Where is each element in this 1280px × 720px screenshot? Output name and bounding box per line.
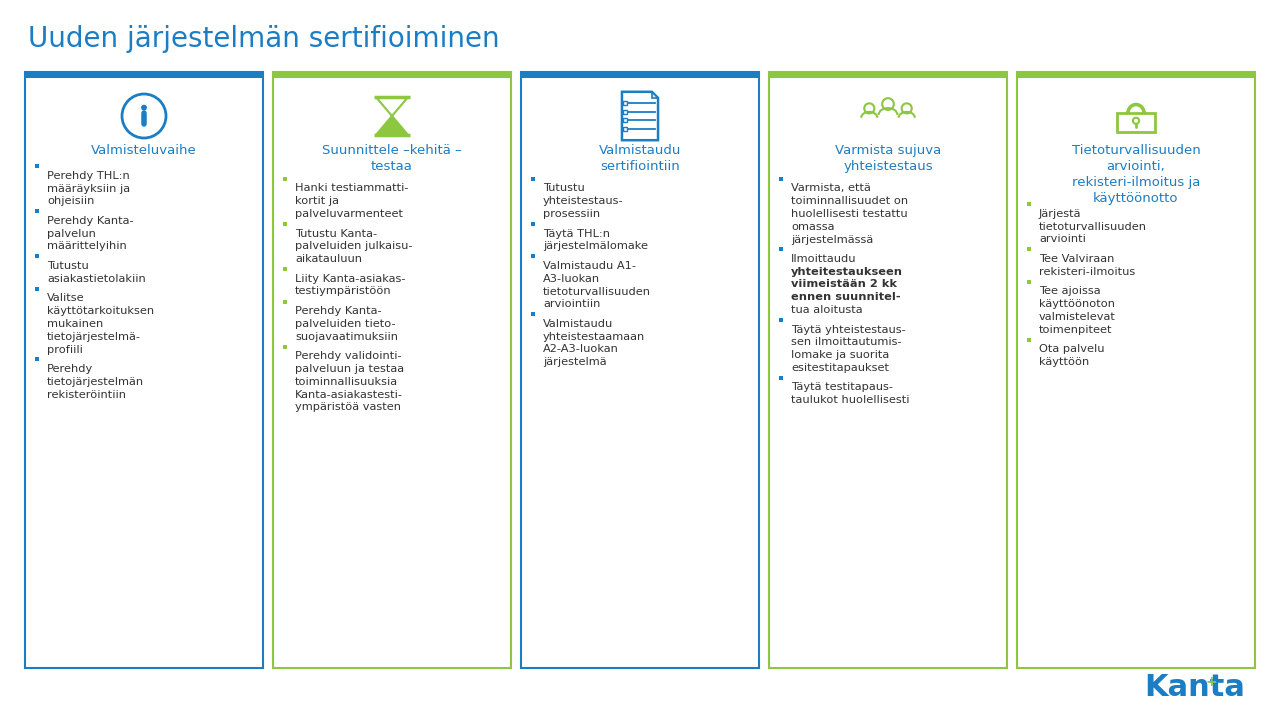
Bar [35,357,38,361]
Bar [531,222,535,226]
Text: Tutustu
yhteistestaus-
prosessiin: Tutustu yhteistestaus- prosessiin [543,184,623,219]
Text: Ilmoittaudu: Ilmoittaudu [791,254,856,264]
Bar [531,254,535,258]
Text: Tutustu
asiakastietolakiin: Tutustu asiakastietolakiin [47,261,146,284]
Bar [283,300,287,304]
Circle shape [122,94,166,138]
Text: Varmista sujuva
yhteistestaus: Varmista sujuva yhteistestaus [835,144,941,173]
Text: Täytä THL:n
järjestelmälomake: Täytä THL:n järjestelmälomake [543,228,648,251]
Bar [769,72,1007,668]
Text: Perehdy
tietojärjestelmän
rekisteröintiin: Perehdy tietojärjestelmän rekisteröintii… [47,364,145,400]
Text: Hanki testiammatti-
kortit ja
palveluvarmenteet: Hanki testiammatti- kortit ja palveluvar… [294,184,408,219]
Text: Liity Kanta-asiakas-
testiympäristöön: Liity Kanta-asiakas- testiympäristöön [294,274,406,297]
Circle shape [864,104,874,114]
Text: Täytä testitapaus-
taulukot huolellisesti: Täytä testitapaus- taulukot huolellisest… [791,382,910,405]
Text: viimeistään 2 kk: viimeistään 2 kk [791,279,897,289]
Polygon shape [376,97,408,116]
Text: Valmistaudu
yhteistestaamaan
A2-A3-luokan
järjestelmä: Valmistaudu yhteistestaamaan A2-A3-luoka… [543,319,645,367]
Bar [283,177,287,181]
Polygon shape [622,91,658,140]
Text: Varmista, että
toiminnallisuudet on
huolellisesti testattu
omassa
järjestelmässä: Varmista, että toiminnallisuudet on huol… [791,184,908,245]
Bar [623,118,627,122]
Bar [623,101,627,104]
Bar [521,72,759,78]
Bar [1027,280,1030,284]
Text: Ota palvelu
käyttöön: Ota palvelu käyttöön [1039,344,1105,367]
Bar [35,254,38,258]
Text: Valmistaudu
sertifiointiin: Valmistaudu sertifiointiin [599,144,681,173]
Bar [780,376,783,380]
Text: +: + [1206,675,1217,689]
Text: Suunnittele –kehitä –
testaa: Suunnittele –kehitä – testaa [323,144,462,173]
Text: Tee ajoissa
käyttöönoton
valmistelevat
toimenpiteet: Tee ajoissa käyttöönoton valmistelevat t… [1039,287,1116,335]
Text: Täytä yhteistestaus-
sen ilmoittautumis-
lomake ja suorita
esitestitapaukset: Täytä yhteistestaus- sen ilmoittautumis-… [791,325,906,373]
Circle shape [901,104,911,114]
Bar [531,177,535,181]
Bar [26,72,262,668]
Text: Tutustu Kanta-
palveluiden julkaisu-
aikatauluun: Tutustu Kanta- palveluiden julkaisu- aik… [294,228,412,264]
Text: Tietoturvallisuuden
arviointi,
rekisteri-ilmoitus ja
käyttöönotto: Tietoturvallisuuden arviointi, rekisteri… [1071,144,1201,205]
Bar [1018,72,1254,78]
Text: Perehdy Kanta-
palvelun
määrittelyihin: Perehdy Kanta- palvelun määrittelyihin [47,216,133,251]
Bar [283,222,287,226]
Bar [1027,202,1030,207]
Bar [35,287,38,291]
Text: Uuden järjestelmän sertifioiminen: Uuden järjestelmän sertifioiminen [28,25,499,53]
Bar [273,72,511,78]
Bar [780,177,783,181]
Bar [521,72,759,668]
Bar [283,267,287,271]
Text: Valmisteluvaihe: Valmisteluvaihe [91,144,197,157]
Text: Perehdy validointi-
palveluun ja testaa
toiminnallisuuksia
Kanta-asiakastesti-
y: Perehdy validointi- palveluun ja testaa … [294,351,404,413]
Polygon shape [652,91,658,98]
Bar [780,248,783,251]
Text: Perehdy THL:n
määräyksiin ja
ohjeisiin: Perehdy THL:n määräyksiin ja ohjeisiin [47,171,131,207]
Bar [780,318,783,322]
Bar [1027,248,1030,251]
Bar [283,345,287,348]
Text: Tee Valviraan
rekisteri-ilmoitus: Tee Valviraan rekisteri-ilmoitus [1039,254,1135,276]
Text: Kanta: Kanta [1144,672,1245,701]
Circle shape [1133,117,1139,124]
Text: tua aloitusta: tua aloitusta [791,305,863,315]
Text: Järjestä
tietoturvallisuuden
arviointi: Järjestä tietoturvallisuuden arviointi [1039,209,1147,245]
Text: Valmistaudu A1-
A3-luokan
tietoturvallisuuden
arviointiin: Valmistaudu A1- A3-luokan tietoturvallis… [543,261,652,310]
Bar [531,312,535,316]
Bar [1117,113,1155,132]
Bar [1018,72,1254,668]
Bar [623,109,627,114]
Bar [35,164,38,168]
Polygon shape [376,116,408,135]
Circle shape [882,98,893,110]
Bar [35,210,38,213]
Circle shape [142,105,146,110]
Bar [623,127,627,131]
Bar [1027,338,1030,342]
Text: Valitse
käyttötarkoituksen
mukainen
tietojärjestelmä-
profiili: Valitse käyttötarkoituksen mukainen tiet… [47,293,154,354]
Bar [769,72,1007,78]
Text: ennen suunnitel-: ennen suunnitel- [791,292,901,302]
Text: Perehdy Kanta-
palveluiden tieto-
suojavaatimuksiin: Perehdy Kanta- palveluiden tieto- suojav… [294,306,398,342]
Bar [273,72,511,668]
Bar [26,72,262,78]
Text: yhteitestaukseen: yhteitestaukseen [791,266,902,276]
